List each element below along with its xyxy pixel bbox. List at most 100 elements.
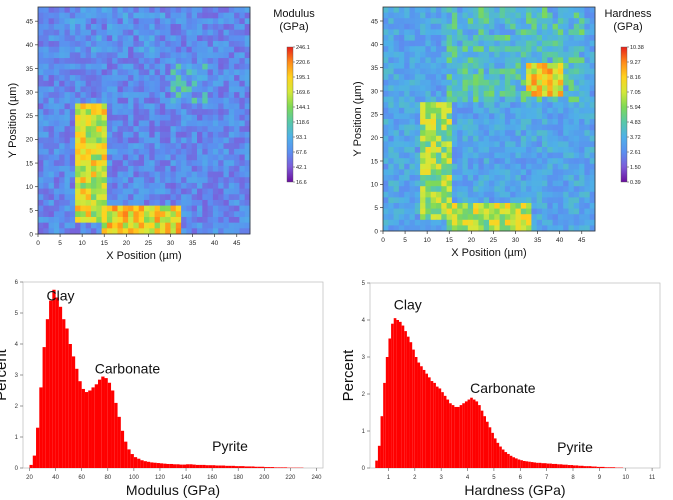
heatmap-cell: [388, 96, 394, 103]
heatmap-cell: [425, 119, 432, 125]
heatmap-cell: [122, 41, 129, 48]
heatmap-cell: [383, 107, 389, 114]
heatmap-cell: [441, 57, 447, 64]
heatmap-cell: [483, 208, 490, 215]
heatmap-cell: [494, 79, 500, 86]
heatmap-cell: [133, 148, 140, 155]
heatmap-cell: [80, 154, 87, 161]
heatmap-cell: [483, 124, 490, 131]
heatmap-cell: [80, 222, 87, 229]
heatmap-cell: [186, 69, 193, 76]
heatmap-cell: [515, 130, 522, 137]
histogram-bar: [425, 373, 428, 468]
heatmap-cell: [228, 148, 235, 155]
heatmap-cell: [59, 182, 65, 189]
heatmap-cell: [117, 103, 124, 110]
heatmap-cell: [191, 137, 198, 144]
heatmap-cell: [212, 114, 219, 121]
heatmap-cell: [244, 148, 251, 155]
heatmap-cell: [441, 102, 447, 109]
histogram-bar: [169, 463, 173, 468]
x-tick-label: 60: [78, 475, 85, 481]
heatmap-cell: [504, 141, 511, 148]
heatmap-cell: [579, 163, 585, 170]
heatmap-cell: [563, 102, 569, 109]
heatmap-cell: [526, 203, 532, 209]
heatmap-cell: [207, 205, 214, 212]
heatmap-cell: [53, 126, 60, 133]
heatmap-cell: [414, 119, 421, 125]
heatmap-cell: [69, 18, 76, 25]
heatmap-cell: [510, 35, 516, 41]
heatmap-cell: [197, 12, 203, 19]
heatmap-cell: [117, 222, 124, 229]
heatmap-cell: [159, 109, 166, 116]
heatmap-cell: [234, 177, 240, 184]
heatmap-cell: [212, 7, 219, 14]
heatmap-cell: [425, 214, 432, 221]
heatmap-cell: [80, 131, 87, 138]
histogram-bar: [594, 466, 597, 468]
heatmap-cell: [186, 199, 193, 207]
heatmap-cell: [186, 103, 193, 110]
heatmap-cell: [573, 91, 580, 97]
heatmap-cell: [149, 194, 155, 201]
heatmap-cell: [414, 135, 421, 142]
heatmap-cell: [218, 154, 224, 161]
heatmap-cell: [457, 79, 463, 86]
heatmap-cell: [520, 158, 527, 165]
heatmap-cell: [228, 69, 235, 76]
heatmap-cell: [436, 130, 442, 137]
heatmap-cell: [207, 160, 214, 167]
heatmap-cell: [462, 135, 469, 142]
heatmap-cell: [101, 46, 108, 53]
heatmap-cell: [117, 177, 124, 184]
heatmap-cell: [515, 40, 522, 47]
heatmap-cell: [510, 135, 516, 142]
heatmap-cell: [133, 75, 140, 82]
colorbar-tick-label: 1.50: [630, 165, 641, 171]
heatmap-cell: [483, 68, 490, 75]
heatmap-cell: [212, 29, 219, 36]
heatmap-cell: [584, 119, 591, 125]
heatmap-cell: [181, 35, 187, 42]
heatmap-cell: [101, 126, 108, 133]
heatmap-cell: [446, 7, 453, 13]
histogram-bar: [71, 356, 76, 468]
heatmap-cell: [159, 12, 166, 19]
heatmap-cell: [430, 23, 437, 30]
heatmap-cell: [133, 92, 140, 99]
heatmap-cell: [228, 177, 235, 184]
heatmap-cell: [430, 68, 437, 75]
heatmap-cell: [579, 152, 585, 159]
heatmap-cell: [409, 175, 416, 181]
heatmap-cell: [59, 69, 65, 76]
heatmap-cell: [101, 222, 108, 229]
histogram-bar: [130, 454, 134, 468]
heatmap-cell: [504, 152, 511, 159]
heatmap-cell: [144, 120, 150, 127]
heatmap-cell: [75, 7, 81, 14]
heatmap-cell: [38, 7, 44, 14]
x-tick-label: 7: [545, 475, 549, 481]
y-tick-label: 45: [26, 18, 34, 25]
histogram-bar: [163, 463, 167, 468]
heatmap-cell: [128, 160, 134, 167]
heatmap-cell: [228, 35, 235, 42]
y-axis-label: Y Position (µm): [7, 83, 19, 158]
heatmap-cell: [117, 86, 124, 93]
heatmap-cell: [515, 214, 522, 221]
heatmap-cell: [207, 126, 214, 133]
heatmap-cell: [478, 7, 485, 13]
heatmap-cell: [122, 120, 129, 127]
heatmap-cell: [414, 51, 421, 58]
heatmap-cell: [165, 52, 171, 59]
heatmap-cell: [510, 141, 516, 148]
heatmap-cell: [106, 228, 113, 235]
heatmap-cell: [85, 205, 92, 212]
heatmap-cell: [106, 29, 113, 36]
heatmap-cell: [467, 219, 474, 226]
heatmap-cell: [573, 130, 580, 137]
heatmap-cell: [436, 186, 442, 193]
heatmap-cell: [64, 7, 71, 14]
